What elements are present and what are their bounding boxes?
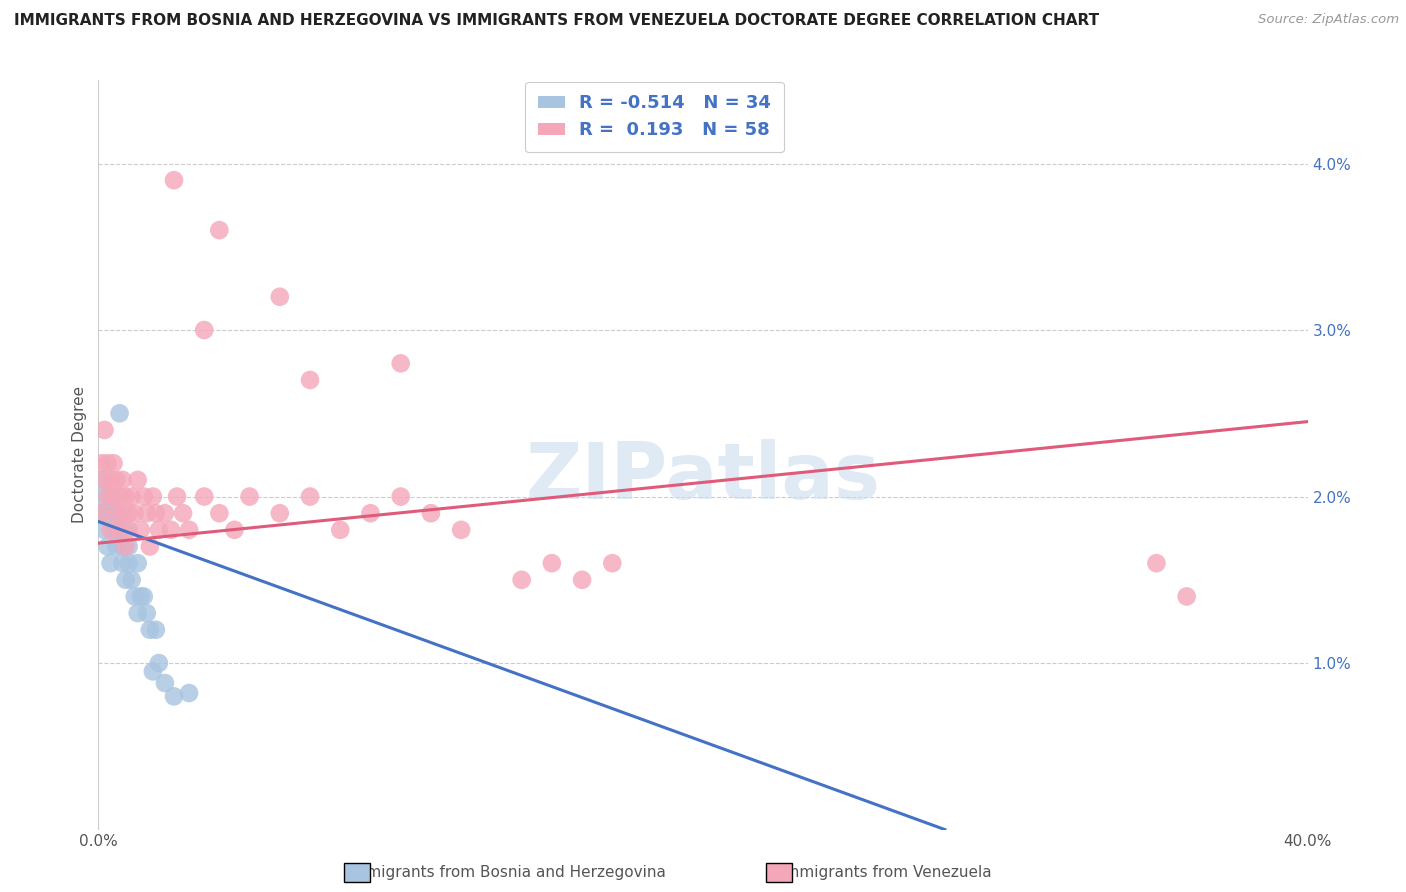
Point — [111, 506, 134, 520]
Point — [299, 490, 322, 504]
Point — [166, 490, 188, 504]
Legend: R = -0.514   N = 34, R =  0.193   N = 58: R = -0.514 N = 34, R = 0.193 N = 58 — [526, 82, 785, 153]
Point — [179, 686, 201, 700]
Text: Immigrants from Venezuela: Immigrants from Venezuela — [780, 865, 991, 880]
Point — [1144, 556, 1167, 570]
Point — [269, 506, 291, 520]
Point — [103, 490, 125, 504]
Point — [100, 556, 122, 570]
Point — [111, 473, 134, 487]
Text: Source: ZipAtlas.com: Source: ZipAtlas.com — [1258, 13, 1399, 27]
Point — [96, 540, 118, 554]
Point — [163, 173, 186, 187]
Point — [540, 556, 562, 570]
Point — [124, 590, 146, 604]
Text: Immigrants from Bosnia and Herzegovina: Immigrants from Bosnia and Herzegovina — [347, 865, 665, 880]
Point — [108, 523, 131, 537]
Point — [118, 506, 141, 520]
Point — [103, 456, 125, 470]
Point — [208, 506, 231, 520]
Point — [160, 523, 183, 537]
Point — [118, 540, 141, 554]
Point — [100, 473, 122, 487]
Y-axis label: Doctorate Degree: Doctorate Degree — [72, 386, 87, 524]
Point — [127, 606, 149, 620]
Text: IMMIGRANTS FROM BOSNIA AND HERZEGOVINA VS IMMIGRANTS FROM VENEZUELA DOCTORATE DE: IMMIGRANTS FROM BOSNIA AND HERZEGOVINA V… — [14, 13, 1099, 29]
Point — [389, 356, 412, 370]
Point — [121, 490, 143, 504]
Point — [93, 523, 115, 537]
Point — [193, 323, 215, 337]
Point — [127, 473, 149, 487]
Point — [329, 523, 352, 537]
Point — [163, 690, 186, 704]
Point — [105, 506, 128, 520]
Point — [172, 506, 194, 520]
Point — [105, 540, 128, 554]
Point — [179, 523, 201, 537]
Point — [132, 490, 155, 504]
Point — [135, 606, 157, 620]
Point — [103, 490, 125, 504]
Point — [103, 523, 125, 537]
Point — [420, 506, 443, 520]
Point — [100, 523, 122, 537]
Point — [132, 590, 155, 604]
Point — [224, 523, 246, 537]
Point — [111, 556, 134, 570]
Point — [153, 676, 176, 690]
Point — [389, 490, 412, 504]
Point — [142, 665, 165, 679]
Point — [239, 490, 262, 504]
Point — [96, 456, 118, 470]
Point — [90, 506, 112, 520]
Point — [100, 490, 122, 504]
Point — [118, 523, 141, 537]
Point — [602, 556, 624, 570]
Point — [96, 490, 118, 504]
Point — [96, 506, 118, 520]
Point — [124, 506, 146, 520]
Point — [269, 290, 291, 304]
Point — [127, 556, 149, 570]
Point — [114, 490, 136, 504]
Point — [105, 473, 128, 487]
Point — [135, 506, 157, 520]
Point — [510, 573, 533, 587]
Point — [114, 573, 136, 587]
Point — [148, 656, 170, 670]
Point — [90, 473, 112, 487]
Point — [111, 540, 134, 554]
Point — [208, 223, 231, 237]
Point — [139, 623, 162, 637]
Point — [193, 490, 215, 504]
Point — [114, 540, 136, 554]
Point — [114, 523, 136, 537]
Point — [139, 540, 162, 554]
Point — [145, 506, 167, 520]
Point — [108, 406, 131, 420]
Point — [108, 523, 131, 537]
Text: ZIPatlas: ZIPatlas — [526, 440, 880, 516]
Point — [90, 506, 112, 520]
Point — [360, 506, 382, 520]
Point — [93, 490, 115, 504]
Point — [129, 523, 152, 537]
Point — [571, 573, 593, 587]
Point — [93, 423, 115, 437]
Point — [153, 506, 176, 520]
Point — [105, 506, 128, 520]
Point — [90, 456, 112, 470]
Point — [148, 523, 170, 537]
Point — [93, 473, 115, 487]
Point — [1175, 590, 1198, 604]
Point — [145, 623, 167, 637]
Point — [121, 573, 143, 587]
Point — [299, 373, 322, 387]
Point — [118, 556, 141, 570]
Point — [129, 590, 152, 604]
Point — [142, 490, 165, 504]
Point — [108, 490, 131, 504]
Point — [450, 523, 472, 537]
